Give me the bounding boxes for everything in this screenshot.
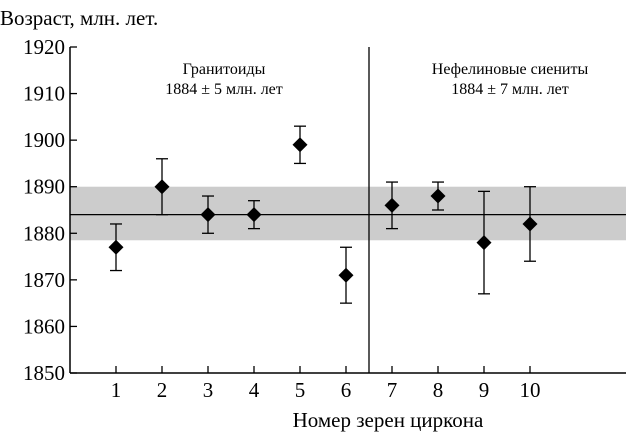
y-axis-label: Возраст, млн. лет. [0, 6, 158, 30]
x-tick-label: 8 [433, 378, 444, 402]
data-point [292, 137, 308, 153]
group-label-granitoids: Гранитоиды [183, 61, 266, 78]
y-tick-label: 1870 [23, 268, 65, 292]
data-point [384, 197, 400, 213]
data-point [154, 179, 170, 195]
data-point [430, 188, 446, 204]
data-point [476, 235, 492, 251]
x-tick-label: 1 [111, 378, 122, 402]
data-point [200, 207, 216, 223]
data-point [522, 216, 538, 232]
group-annotation-granitoids: 1884 ± 5 млн. лет [165, 81, 283, 98]
x-tick-label: 5 [295, 378, 306, 402]
group-label-nepheline-syenites: Нефелиновые сиениты [432, 61, 589, 78]
y-tick-label: 1910 [23, 82, 65, 106]
plot-area: 1850 1860 1870 1880 1890 1900 1910 1920 1 2 3 4 5 6 7 8… [23, 35, 626, 402]
x-tick-label: 4 [249, 378, 260, 402]
y-tick-label: 1850 [23, 361, 65, 385]
y-tick-label: 1880 [23, 221, 65, 245]
data-point [338, 267, 354, 283]
data-point [246, 207, 262, 223]
x-tick-label: 6 [341, 378, 352, 402]
x-tick-label: 10 [520, 378, 541, 402]
x-tick-label: 2 [157, 378, 168, 402]
x-axis-label: Номер зерен циркона [293, 408, 484, 432]
data-point [108, 239, 124, 255]
x-tick-label: 3 [203, 378, 214, 402]
x-tick-label: 7 [387, 378, 398, 402]
group-annotation-nepheline-syenites: 1884 ± 7 млн. лет [451, 81, 569, 98]
y-tick-label: 1900 [23, 128, 65, 152]
y-tick-label: 1860 [23, 314, 65, 338]
y-tick-label: 1920 [23, 35, 65, 59]
x-tick-label: 9 [479, 378, 490, 402]
y-tick-label: 1890 [23, 175, 65, 199]
error-band [70, 186, 626, 241]
